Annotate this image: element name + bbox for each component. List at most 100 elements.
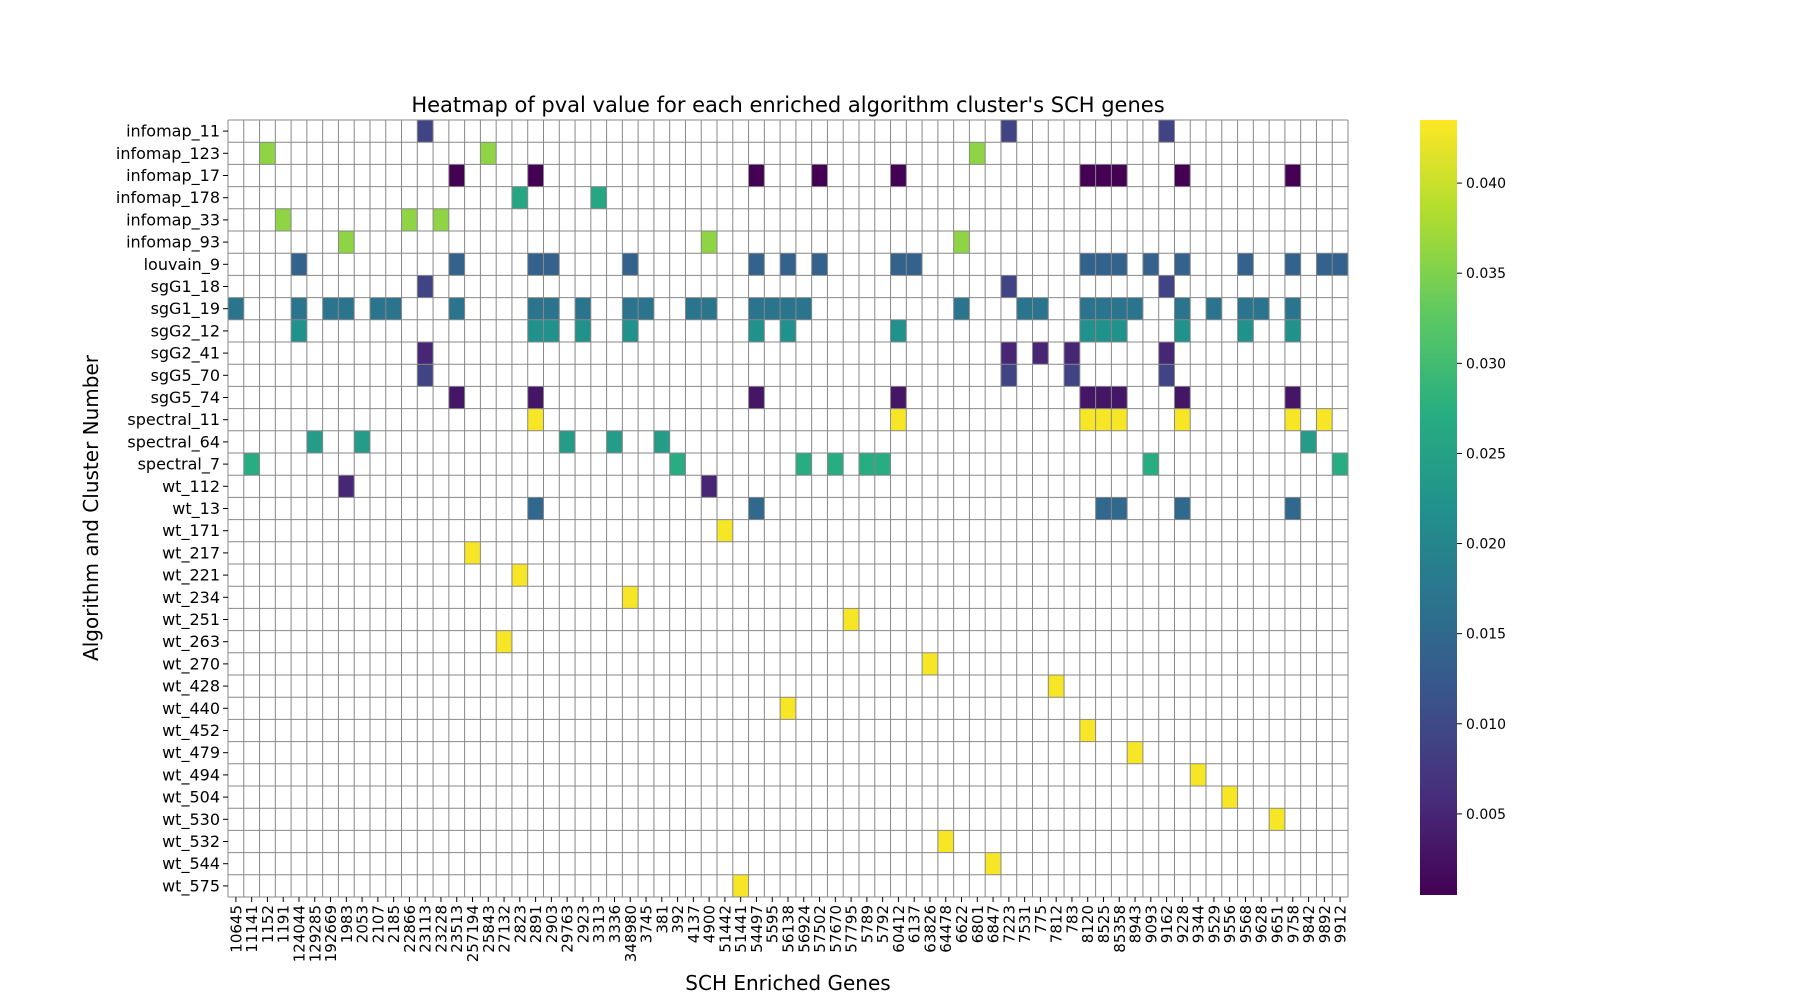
heatmap-cell	[1174, 497, 1191, 520]
colorbar-tick-label: 0.010	[1466, 717, 1506, 733]
x-tick-label: 124044	[290, 905, 308, 962]
colorbar-gradient	[1420, 120, 1457, 895]
y-tick-label: wt_13	[172, 499, 220, 519]
x-tick-label: 2891	[527, 905, 545, 943]
x-tick-label: 9912	[1332, 905, 1350, 943]
y-tick-label: sgG1_18	[151, 277, 220, 297]
heatmap-cell	[1095, 164, 1112, 187]
x-tick-label: 2053	[354, 905, 372, 943]
heatmap-cell	[795, 297, 812, 320]
heatmap-cell	[748, 297, 765, 320]
heatmap-cell	[543, 297, 560, 320]
heatmap-cell	[1000, 364, 1017, 387]
heatmap-cell	[338, 475, 355, 498]
heatmap-cell	[511, 564, 528, 587]
x-tick-label: 8120	[1079, 905, 1097, 943]
heatmap-cell	[985, 852, 1001, 875]
heatmap-cell	[843, 608, 859, 631]
y-tick-label: sgG2_41	[151, 344, 220, 364]
heatmap-cell	[622, 297, 639, 320]
y-tick-label: wt_171	[162, 521, 220, 541]
heatmap-cell	[748, 164, 765, 187]
x-tick-label: 9093	[1142, 905, 1160, 943]
x-tick-label: 85358	[1111, 905, 1129, 953]
x-tick-label: 6137	[906, 905, 924, 943]
heatmap-cell	[1221, 786, 1238, 809]
heatmap-cell	[953, 231, 970, 254]
heatmap-cell	[527, 164, 544, 187]
heatmap-cell	[780, 319, 796, 342]
heatmap-cell	[701, 475, 718, 498]
y-tick-label: spectral_64	[127, 432, 220, 452]
x-tick-label: 9344	[1190, 905, 1208, 943]
x-tick-label: 9758	[1284, 905, 1302, 943]
x-tick-label: 56924	[795, 905, 813, 953]
heatmap-cell	[338, 231, 355, 254]
y-tick-label: infomap_17	[126, 166, 220, 186]
x-tick-label: 783	[1063, 905, 1081, 934]
heatmap-cell	[1079, 297, 1096, 320]
heatmap-cell	[1142, 453, 1159, 476]
heatmap-cell	[1284, 297, 1301, 320]
colorbar-ticks: 0.005 0.010 0.015 0.020 0.025 0.030 0.035 0.040	[1457, 176, 1506, 823]
heatmap-cell	[511, 186, 528, 209]
heatmap-cell	[1253, 297, 1270, 320]
colorbar-tick-label: 0.005	[1466, 807, 1506, 823]
x-tick-labels: 1064511141115211911240441292851926691983…	[227, 897, 1350, 962]
heatmap-cell	[890, 319, 907, 342]
heatmap-cell	[448, 164, 465, 187]
x-tick-label: 25843	[480, 905, 498, 953]
heatmap-cell	[1000, 275, 1017, 298]
heatmap-cell	[1332, 253, 1348, 276]
heatmap-cell	[858, 453, 875, 476]
heatmap-cell	[338, 297, 355, 320]
x-tick-label: 7531	[1016, 905, 1034, 943]
heatmap-cell	[1079, 386, 1096, 409]
x-tick-label: 23228	[432, 905, 450, 953]
heatmap-cell	[496, 630, 512, 653]
heatmap-cell	[890, 408, 907, 431]
heatmap-cell	[291, 253, 307, 276]
heatmap-cell	[1158, 364, 1175, 387]
x-tick-label: 6801	[969, 905, 987, 943]
heatmap-cell	[448, 297, 465, 320]
heatmap-cell	[701, 231, 718, 254]
x-axis-label: SCH Enriched Genes	[685, 971, 890, 995]
heatmap-cell	[827, 453, 844, 476]
heatmap-cell	[811, 164, 828, 187]
heatmap-cell	[527, 253, 544, 276]
x-tick-label: 29763	[559, 905, 577, 953]
y-tick-label: wt_217	[162, 543, 220, 563]
heatmap-cell	[306, 430, 323, 453]
heatmap-cell	[732, 874, 749, 897]
y-tick-labels: infomap_11infomap_123infomap_17infomap_1…	[116, 122, 228, 896]
heatmap-cell	[1079, 719, 1096, 742]
heatmap-cell	[527, 408, 544, 431]
y-tick-label: wt_263	[162, 632, 220, 652]
heatmap-cell	[1127, 741, 1143, 764]
x-tick-label: 9556	[1221, 905, 1239, 943]
heatmap-cell	[906, 253, 923, 276]
heatmap-cell	[1032, 297, 1049, 320]
heatmap-cell	[1332, 453, 1348, 476]
heatmap-cell	[401, 208, 418, 231]
x-tick-label: 11141	[243, 905, 261, 953]
y-axis-label: Algorithm and Cluster Number	[79, 354, 103, 661]
heatmap-cell	[1284, 408, 1301, 431]
heatmap-cell	[1111, 253, 1128, 276]
y-tick-label: wt_270	[162, 654, 220, 674]
heatmap-cell	[1079, 319, 1096, 342]
heatmap-cell	[1284, 386, 1301, 409]
heatmap-cell	[417, 275, 434, 298]
x-tick-label: 10645	[227, 905, 245, 953]
y-tick-label: infomap_11	[126, 122, 220, 142]
x-tick-label: 9228	[1174, 905, 1192, 943]
heatmap-cell	[433, 208, 449, 231]
heatmap-cell	[638, 297, 654, 320]
x-tick-label: 5789	[858, 905, 876, 943]
colorbar-tick-label: 0.020	[1466, 537, 1506, 553]
heatmap-cell	[1032, 342, 1049, 365]
y-tick-label: sgG1_19	[151, 299, 220, 319]
y-tick-label: sgG5_70	[151, 366, 220, 386]
heatmap-cell	[527, 497, 544, 520]
